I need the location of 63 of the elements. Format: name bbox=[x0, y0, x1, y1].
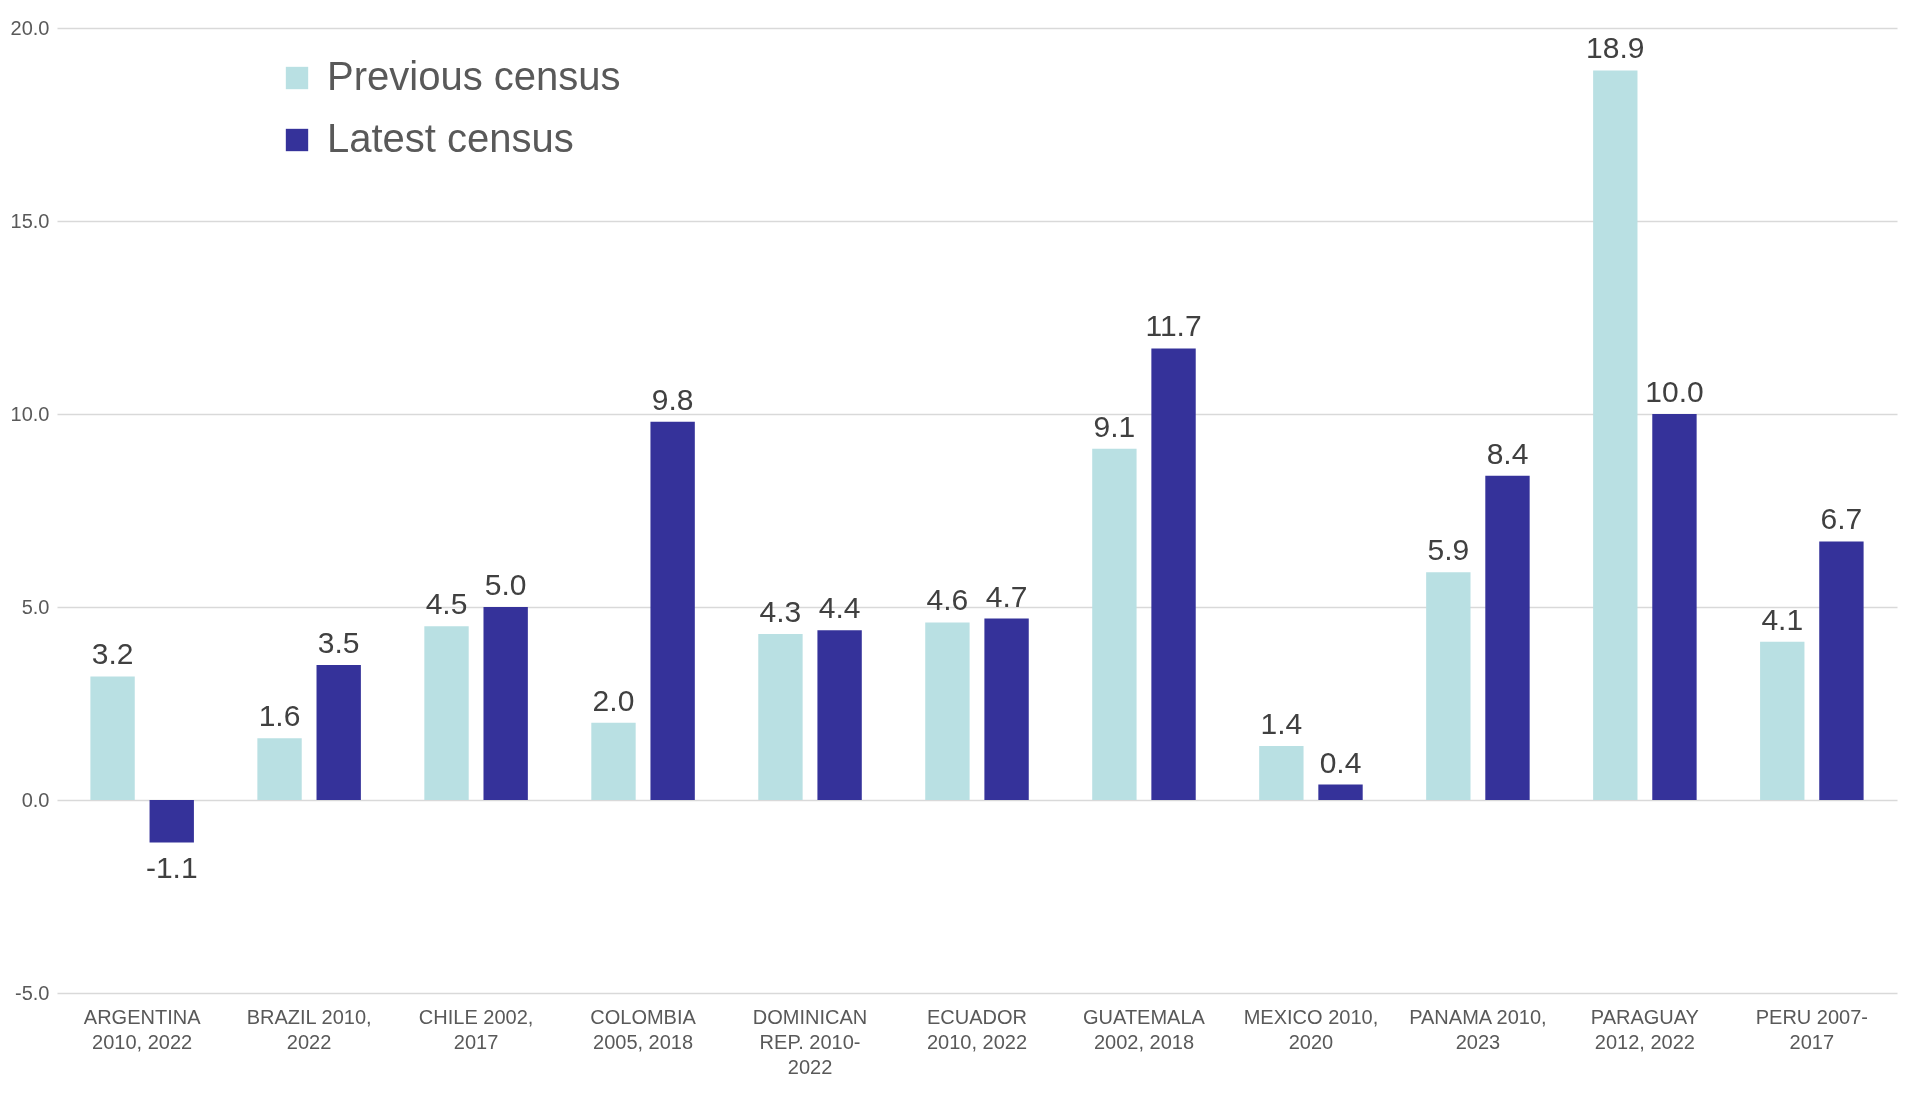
data-label: 11.7 bbox=[1145, 309, 1202, 343]
x-tick-label: CHILE 2002, 2017 bbox=[418, 1005, 534, 1053]
bar bbox=[1819, 541, 1864, 800]
x-tick-label: MEXICO 2010, 2020 bbox=[1243, 1005, 1379, 1053]
bar bbox=[591, 722, 636, 800]
bar bbox=[1259, 745, 1304, 800]
data-label: 1.4 bbox=[1260, 706, 1303, 740]
y-tick-label: 5.0 bbox=[21, 595, 50, 618]
x-tick-label: PERU 2007-2017 bbox=[1755, 1005, 1868, 1053]
data-label: 9.1 bbox=[1093, 409, 1136, 443]
y-tick-label: 0.0 bbox=[21, 788, 50, 811]
y-tick-label: 10.0 bbox=[10, 402, 50, 425]
data-label: 9.8 bbox=[651, 382, 694, 416]
x-tick-label: BRAZIL 2010, 2022 bbox=[246, 1005, 372, 1053]
bar bbox=[316, 664, 361, 800]
bar bbox=[650, 421, 695, 800]
data-label: 6.7 bbox=[1820, 502, 1863, 536]
data-label: 4.1 bbox=[1761, 602, 1804, 636]
x-tick-label: DOMINICAN REP. 2010-2022 bbox=[752, 1005, 868, 1078]
y-tick-label: 15.0 bbox=[10, 209, 50, 232]
data-label: 4.7 bbox=[985, 579, 1028, 613]
x-tick-label: PARAGUAY 2012, 2022 bbox=[1590, 1005, 1699, 1053]
data-label: 3.5 bbox=[317, 625, 360, 659]
bar bbox=[1426, 572, 1471, 800]
data-label: 18.9 bbox=[1586, 31, 1645, 65]
x-tick-label: GUATEMALA 2002, 2018 bbox=[1083, 1005, 1206, 1053]
x-tick-label: ARGENTINA 2010, 2022 bbox=[83, 1005, 202, 1053]
data-label: 10.0 bbox=[1645, 375, 1704, 408]
bar bbox=[1652, 414, 1697, 800]
x-tick-label: ECUADOR 2010, 2022 bbox=[926, 1005, 1028, 1053]
data-label: 2.0 bbox=[592, 683, 635, 717]
legend-label: Latest census bbox=[327, 116, 574, 160]
bar bbox=[1485, 475, 1530, 800]
data-label: 5.0 bbox=[484, 568, 527, 601]
data-label: 4.3 bbox=[759, 595, 802, 629]
bar bbox=[984, 618, 1029, 800]
bar bbox=[90, 676, 135, 800]
bar bbox=[758, 634, 803, 800]
data-label: 5.9 bbox=[1427, 533, 1470, 567]
x-tick-label: PANAMA 2010, 2023 bbox=[1409, 1005, 1547, 1053]
data-label: 8.4 bbox=[1486, 436, 1529, 470]
data-label: 4.6 bbox=[926, 583, 969, 617]
x-tick-label: COLOMBIA 2005, 2018 bbox=[590, 1005, 697, 1053]
bar bbox=[149, 800, 194, 843]
bar bbox=[483, 607, 528, 800]
data-label: 1.6 bbox=[258, 699, 301, 733]
legend-label: Previous census bbox=[327, 54, 621, 98]
data-label: 4.4 bbox=[818, 591, 861, 625]
data-label: 4.5 bbox=[425, 587, 468, 621]
bar bbox=[257, 738, 302, 800]
bar bbox=[817, 630, 862, 800]
y-tick-label: -5.0 bbox=[15, 981, 50, 1004]
data-label: -1.1 bbox=[145, 851, 198, 885]
bar bbox=[1151, 348, 1196, 800]
bar bbox=[1760, 641, 1805, 800]
bar bbox=[1593, 70, 1638, 800]
bar bbox=[424, 626, 469, 800]
data-label: 0.4 bbox=[1319, 745, 1362, 779]
y-tick-label: 20.0 bbox=[10, 16, 50, 39]
bar bbox=[925, 622, 970, 800]
data-label: 3.2 bbox=[91, 637, 134, 671]
bar bbox=[1318, 784, 1363, 800]
bar bbox=[1092, 448, 1137, 800]
